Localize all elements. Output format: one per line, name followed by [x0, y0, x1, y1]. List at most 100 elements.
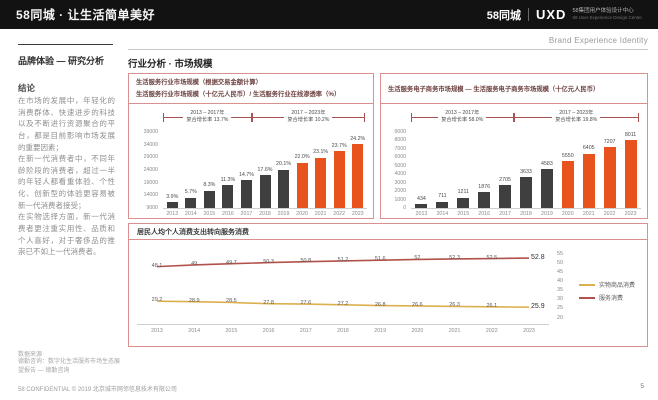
- watermark-text: Brand Experience Identity: [548, 36, 648, 45]
- y-axis-tick-label: 39000: [143, 129, 158, 135]
- x-axis-tick-label: 2017: [240, 211, 253, 217]
- point-value-label: 51.2: [337, 256, 349, 263]
- x-axis-tick-label: 2019: [277, 211, 290, 217]
- bracket-tick: [411, 112, 412, 122]
- x-axis-tick-label: 2019: [541, 211, 553, 217]
- bar-value-label: 20.1%: [276, 161, 292, 168]
- bracket-label: 2017 – 2023年 复合增长率 10.2%: [284, 110, 332, 125]
- bar-2021: [315, 157, 327, 208]
- bracket-line: [164, 116, 184, 118]
- bracket-label-period: 2017 – 2023年: [559, 109, 594, 116]
- y-axis-tick-label: 2000: [394, 188, 406, 195]
- chart2-header: 生活服务电子商务市场规模 — 生活服务电子商务市场规模（十亿元人民币）: [381, 74, 647, 104]
- x-axis-tick-label: 2019: [374, 328, 387, 334]
- x-axis-tick-label: 2020: [561, 211, 574, 217]
- y-axis-tick-label: 9000: [394, 129, 406, 135]
- point-value-label: 26.6: [412, 301, 423, 308]
- y-axis-tick-label: 3000: [394, 179, 406, 186]
- right-y-axis-tick-label: 55: [557, 250, 564, 257]
- bar-value-label: 5.7%: [184, 189, 197, 196]
- x-axis-tick-label: 2021: [448, 328, 461, 334]
- x-axis-tick-label: 2017: [499, 211, 511, 217]
- x-axis-tick-label: 2016: [222, 211, 234, 217]
- bracket-label: 2017 – 2023年 复合增长率 19.8%: [552, 110, 600, 125]
- x-axis-tick-label: 2015: [457, 211, 470, 217]
- chart1-header: 生活服务行业市场规模（根据交易金额计算） 生活服务行业市场规模（十亿元人民币）/…: [129, 74, 373, 104]
- x-axis-tick-label: 2018: [520, 211, 532, 217]
- bar-2013: [166, 202, 178, 208]
- right-y-axis-tick-label: 20: [557, 314, 564, 321]
- chart-panel-industry-market-size: 生活服务行业市场规模（根据交易金额计算） 生活服务行业市场规模（十亿元人民币）/…: [128, 73, 374, 219]
- bar-2018: [259, 175, 271, 208]
- point-value-label: 27.8: [263, 299, 274, 306]
- page-number: 5: [640, 383, 644, 390]
- bar-2019: [540, 169, 553, 208]
- line-series-实物商品消费: [156, 300, 530, 309]
- x-axis-tick-label: 2018: [337, 328, 349, 334]
- y-axis-tick-label: 6000: [394, 154, 406, 161]
- legend-label: 服务消费: [599, 296, 624, 302]
- bar-value-label: 7207: [603, 138, 616, 145]
- bar-2023: [624, 140, 637, 208]
- chart1-subtitle: 生活服务行业市场规模（十亿元人民币）/ 生活服务行业在线渗透率（%）: [136, 91, 341, 98]
- uxd-logo: UXD: [536, 7, 567, 22]
- bar-value-label: 23.1%: [313, 149, 329, 156]
- logo-subtitle-cn: 58集团用户体验设计中心: [572, 8, 634, 15]
- x-axis-tick-label: 2014: [436, 211, 449, 217]
- bar-value-label: 4583: [541, 160, 553, 167]
- bracket-tick: [251, 112, 253, 122]
- data-source-title: 数据来源: [18, 352, 43, 358]
- point-value-label: 28.9: [188, 297, 200, 304]
- bar-2014: [185, 197, 197, 208]
- bracket-label-period: 2017 – 2023年: [291, 109, 326, 116]
- x-axis-tick-label: 2016: [478, 211, 491, 217]
- point-value-label: 50.8: [300, 257, 312, 264]
- right-y-axis-tick-label: 50: [557, 259, 564, 266]
- bar-2016: [222, 185, 234, 208]
- bracket-label: 2013 – 2017年 复合增长率 13.7%: [183, 110, 231, 125]
- header-logo-group: 58同城 UXD 58集团用户体验设计中心 58 User Experience…: [487, 7, 642, 23]
- line-series-服务消费: [156, 257, 530, 268]
- main-divider-line: [128, 49, 648, 50]
- bar-2017: [240, 180, 252, 208]
- x-axis-line: [163, 208, 367, 209]
- bracket-label: 2013 – 2017年 复合增长率 58.0%: [438, 110, 486, 125]
- x-axis-tick-label: 2022: [333, 211, 346, 217]
- point-value-label: 29.2: [151, 297, 163, 304]
- bracket-line: [486, 116, 513, 118]
- bracket-tick: [638, 112, 639, 122]
- cagr-bracket: 2013 – 2017年 复合增长率 58.0%: [411, 107, 514, 127]
- x-axis-tick-label: 2018: [259, 211, 271, 217]
- bracket-tick: [163, 112, 164, 122]
- logo-divider: [528, 8, 529, 21]
- point-value-label: 28.5: [226, 298, 237, 305]
- bracket-line: [231, 116, 251, 118]
- bracket-line: [252, 116, 285, 118]
- bracket-tick: [513, 112, 515, 122]
- bracket-label-cagr: 复合增长率 10.2%: [287, 117, 330, 123]
- bar-value-label: 2705: [499, 176, 511, 183]
- cagr-bracket: 2017 – 2023年 复合增长率 10.2%: [251, 107, 365, 127]
- bar-value-label: 11.3%: [220, 176, 236, 183]
- point-value-label: 52: [414, 255, 421, 262]
- x-axis-tick-label: 2023: [523, 328, 535, 334]
- bar-2014: [436, 201, 449, 208]
- point-value-label: 26.3: [449, 302, 460, 309]
- sidebar-section-title: 结论: [18, 83, 36, 93]
- bracket-label-period: 2013 – 2017年: [445, 109, 480, 116]
- point-value-label: 27.6: [300, 300, 312, 307]
- x-axis-tick-label: 2013: [151, 328, 163, 334]
- right-y-axis-tick-label: 35: [557, 287, 564, 294]
- y-axis-tick-label: 4000: [394, 171, 406, 178]
- y-axis-tick-label: 29000: [143, 154, 158, 161]
- bar-2020: [561, 161, 574, 208]
- bar-2023: [352, 144, 364, 208]
- bracket-label-cagr: 复合增长率 13.7%: [186, 117, 229, 123]
- point-value-label: 52.5: [486, 254, 498, 261]
- y-axis-tick-label: 1000: [394, 196, 406, 203]
- bar-2022: [333, 151, 345, 208]
- legend-color-dash: [579, 283, 595, 286]
- point-value-label: 27.2: [337, 300, 349, 307]
- point-value-label: 52.3: [449, 254, 460, 261]
- series-end-value-label: 25.9: [531, 302, 545, 310]
